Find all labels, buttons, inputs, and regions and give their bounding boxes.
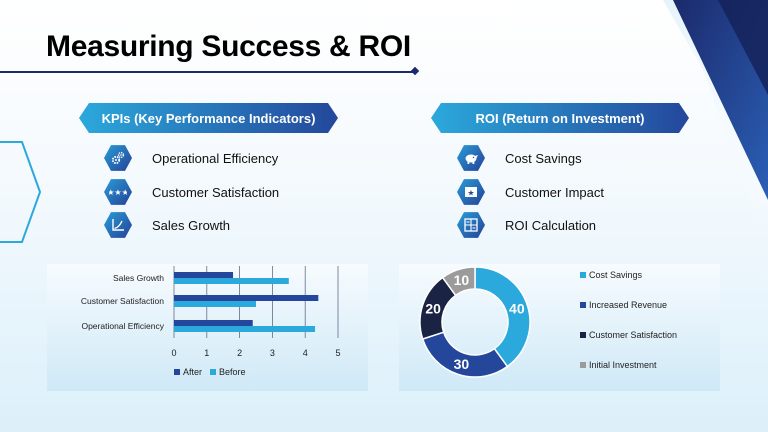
donut-legend-swatch	[580, 272, 586, 278]
donut-chart: 40 30 20 10 Cost Savings Increased Revenue Cus…	[419, 266, 677, 378]
kpi-heading-banner: KPIs (Key Performance Indicators)	[79, 103, 338, 133]
donut-chart-panel: 40 30 20 10 Cost Savings Increased Revenue Cus…	[399, 264, 720, 391]
bar-chart-bar	[174, 295, 319, 301]
corner-decoration	[663, 0, 768, 250]
donut-slice	[474, 266, 531, 368]
stars-icon: ★★★	[104, 179, 132, 205]
svg-text:★: ★	[467, 189, 474, 198]
bar-chart-legend-swatch	[174, 369, 180, 375]
kpi-item-label: Customer Satisfaction	[152, 184, 280, 200]
roi-item-label: Customer Impact	[505, 184, 604, 200]
donut-legend-label: Cost Savings	[589, 270, 643, 280]
kpi-item-label: Sales Growth	[152, 217, 231, 233]
piggy-bank-icon	[457, 145, 485, 171]
star-badge-icon: ★	[457, 179, 485, 205]
donut-legend-label: Customer Satisfaction	[589, 330, 677, 340]
roi-item-label: Cost Savings	[505, 150, 582, 166]
page-title: Measuring Success & ROI	[46, 30, 411, 63]
donut-legend-label: Increased Revenue	[589, 300, 667, 310]
bar-chart-x-tick-label: 4	[303, 348, 308, 358]
calculator-icon	[457, 212, 485, 238]
kpi-item-customer-satisfaction: ★★★ Customer Satisfaction	[104, 177, 279, 207]
kpi-heading: KPIs (Key Performance Indicators)	[101, 110, 316, 126]
bar-chart-panel: 0 1 2 3 4 5 Sales Growth Customer Satisfaction O…	[47, 264, 368, 391]
bar-chart-legend-label: After	[183, 367, 202, 377]
bar-chart-bar	[174, 272, 234, 278]
growth-chart-icon	[104, 212, 132, 238]
donut-value-label: 10	[454, 272, 470, 288]
kpi-item-operational-efficiency: Operational Efficiency	[104, 143, 278, 173]
bar-chart: 0 1 2 3 4 5 Sales Growth Customer Satisfaction O…	[81, 266, 341, 377]
roi-item-cost-savings: Cost Savings	[457, 143, 582, 173]
roi-item-customer-impact: ★ Customer Impact	[457, 177, 604, 207]
kpi-item-sales-growth: Sales Growth	[104, 210, 230, 240]
bar-chart-legend-label: Before	[219, 367, 246, 377]
bar-chart-bar	[174, 278, 289, 284]
title-underline-dot	[410, 66, 420, 76]
bar-chart-category-label: Sales Growth	[113, 273, 164, 283]
donut-value-label: 40	[509, 300, 525, 316]
gears-icon	[104, 145, 132, 171]
donut-legend-label: Initial Investment	[589, 360, 657, 370]
bar-chart-legend-swatch	[210, 369, 216, 375]
roi-item-roi-calculation: ROI Calculation	[457, 210, 596, 240]
bar-chart-x-tick-label: 3	[270, 348, 275, 358]
bar-chart-category-label: Operational Efficiency	[81, 321, 164, 331]
bar-chart-bar	[174, 320, 253, 326]
kpi-item-label: Operational Efficiency	[152, 150, 279, 166]
donut-slice	[441, 266, 476, 297]
donut-value-label: 20	[425, 300, 441, 316]
svg-text:★★★: ★★★	[109, 188, 127, 197]
bar-chart-x-tick-label: 2	[237, 348, 242, 358]
donut-legend-swatch	[580, 362, 586, 368]
donut-value-label: 30	[454, 356, 470, 372]
donut-legend-swatch	[580, 302, 586, 308]
bar-chart-bar	[174, 326, 316, 332]
bar-chart-x-tick-label: 0	[171, 348, 176, 358]
bar-chart-bar	[174, 301, 256, 307]
roi-heading-banner: ROI (Return on Investment)	[431, 103, 689, 133]
bar-chart-x-tick-label: 5	[335, 348, 340, 358]
roi-heading: ROI (Return on Investment)	[475, 110, 645, 126]
title-underline	[0, 71, 416, 73]
roi-item-label: ROI Calculation	[505, 217, 597, 233]
donut-legend-swatch	[580, 332, 586, 338]
bar-chart-x-tick-label: 1	[204, 348, 209, 358]
left-chevron-decoration	[0, 141, 42, 243]
bar-chart-category-label: Customer Satisfaction	[81, 296, 164, 306]
